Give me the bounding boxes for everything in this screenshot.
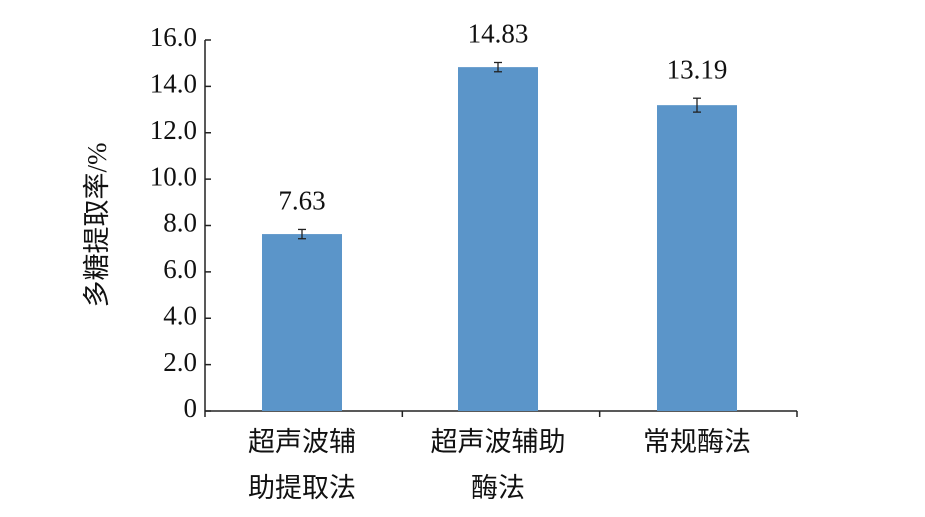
error-bar: [693, 97, 701, 113]
error-bar: [494, 61, 502, 73]
bar: [262, 234, 342, 411]
y-tick-label: 12.0: [150, 115, 197, 145]
bar: [458, 67, 538, 412]
x-tick-label: 常规酶法: [643, 427, 751, 457]
y-tick-label: 10.0: [150, 161, 197, 191]
error-bar: [298, 228, 306, 240]
value-label: 14.83: [468, 19, 529, 49]
y-tick-label: 6.0: [163, 254, 197, 284]
bar: [657, 105, 737, 412]
x-tick-label: 超声波辅助提取法: [248, 427, 356, 503]
y-tick-label: 16.0: [150, 22, 197, 52]
y-axis-label: 多糖提取率/%: [82, 143, 112, 308]
value-label: 7.63: [278, 186, 325, 216]
y-tick-label: 4.0: [163, 300, 197, 330]
x-tick-label: 超声波辅助酶法: [431, 427, 566, 503]
y-tick-label: 0: [184, 393, 198, 423]
value-label: 13.19: [667, 54, 728, 84]
y-tick-label: 8.0: [163, 208, 197, 238]
y-tick-label: 14.0: [150, 69, 197, 99]
y-tick-label: 2.0: [163, 347, 197, 377]
